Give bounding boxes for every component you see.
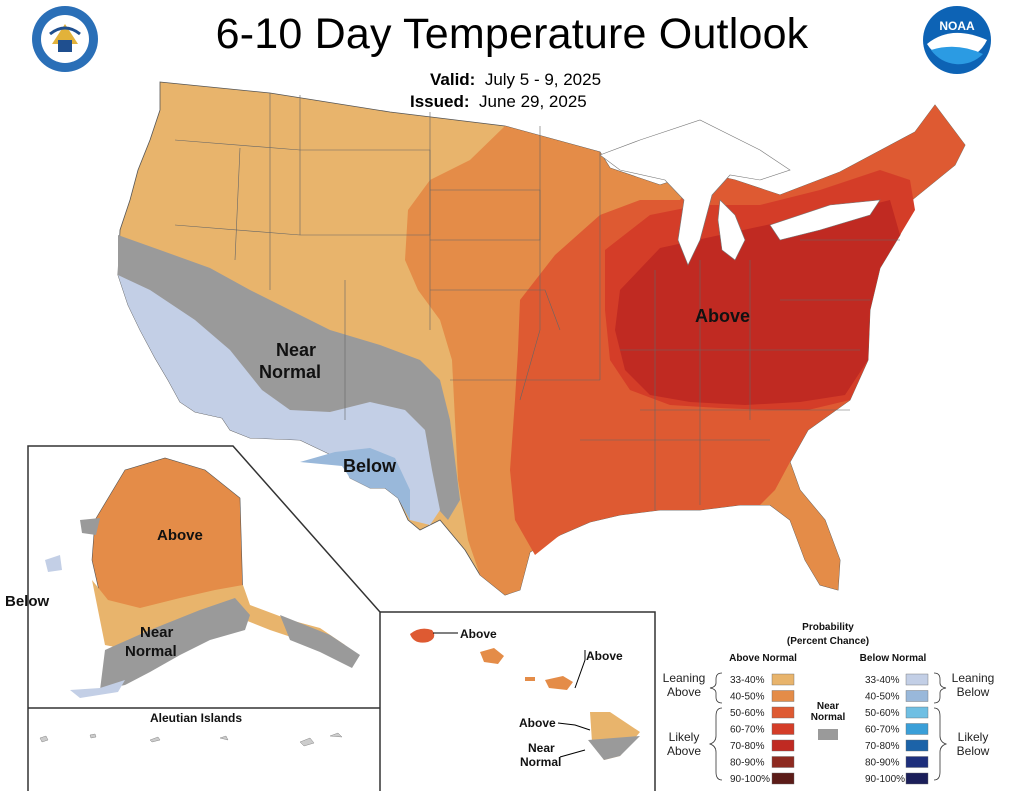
legend-below-swatch-5 <box>905 756 929 768</box>
noaa-logo: NOAA <box>923 6 991 74</box>
legend-above-swatch-5 <box>771 756 795 768</box>
legend-near-swatch <box>818 729 838 740</box>
alaska-region-near-normal <box>80 518 360 690</box>
hawaii-leader-lines <box>433 632 591 758</box>
label-conus-above: Above <box>695 306 750 326</box>
legend-below-swatch-2 <box>905 706 929 719</box>
hawaii-oahu <box>480 648 504 664</box>
label-conus-near-line1: Near <box>276 340 316 360</box>
hawaii-maui <box>525 676 573 690</box>
legend-below-header: Below Normal <box>860 653 927 664</box>
legend-above-swatch-4 <box>771 739 795 752</box>
label-aleutian-islands: Aleutian Islands <box>150 711 242 725</box>
issued-label: Issued: <box>410 92 470 111</box>
noaa-logo-text: NOAA <box>939 19 975 33</box>
conus-region-below-40-50 <box>300 448 410 520</box>
legend-above-swatch-0 <box>771 673 795 686</box>
legend-above-range-6: 90-100% <box>730 774 770 785</box>
legend-above-range-3: 60-70% <box>730 725 765 736</box>
conus-region-near-normal <box>118 235 460 520</box>
legend-below-swatch-0 <box>905 673 929 686</box>
label-hi-above-2: Above <box>586 649 623 663</box>
legend-below-range-1: 40-50% <box>865 692 900 703</box>
legend-leaning-below-line2: Below <box>957 685 990 699</box>
legend-below-swatch-6 <box>905 772 929 785</box>
state-boundaries <box>174 93 900 510</box>
legend-above-range-0: 33-40% <box>730 675 765 686</box>
valid-label: Valid: <box>430 70 476 89</box>
alaska-inset-frame <box>27 445 381 791</box>
label-ak-near-line2: Normal <box>125 643 177 660</box>
label-conus-below: Below <box>343 456 397 476</box>
legend-below-range-4: 70-80% <box>865 741 900 752</box>
legend-below-swatch-1 <box>905 690 929 702</box>
issued-value: June 29, 2025 <box>478 92 587 111</box>
legend-above-range-2: 50-60% <box>730 708 765 719</box>
legend-braces <box>708 672 948 781</box>
legend-below-range-6: 90-100% <box>865 774 905 785</box>
hawaii-kauai <box>410 628 435 643</box>
legend-likely-above-line2: Above <box>667 744 701 758</box>
hawaii-big-island-near <box>588 736 640 760</box>
legend-above-header: Above Normal <box>729 653 797 664</box>
hawaii-inset-frame <box>380 611 656 791</box>
legend-above-range-4: 70-80% <box>730 741 765 752</box>
legend-above-swatch-3 <box>771 723 795 735</box>
valid-dates: Valid: July 5 - 9, 2025 <box>430 70 601 90</box>
page-title: 6-10 Day Temperature Outlook <box>215 10 809 58</box>
legend-above-range-5: 80-90% <box>730 758 765 769</box>
legend-leaning-below-line1: Leaning <box>952 671 995 685</box>
label-hi-above-1: Above <box>460 627 497 641</box>
valid-value: July 5 - 9, 2025 <box>484 70 602 89</box>
legend-title-line2: (Percent Chance) <box>787 636 869 647</box>
legend-below-range-2: 50-60% <box>865 708 900 719</box>
legend-above-swatch-1 <box>771 690 795 702</box>
legend-likely-below-line2: Below <box>957 744 990 758</box>
issued-date: Issued: June 29, 2025 <box>410 92 587 112</box>
label-hi-above-3: Above <box>519 716 556 730</box>
legend-below-swatch-4 <box>905 739 929 752</box>
legend-leaning-above-line1: Leaning <box>663 671 706 685</box>
commerce-seal-logo <box>32 6 98 72</box>
legend-below-swatch-3 <box>905 723 929 735</box>
legend-title-line1: Probability <box>802 622 854 633</box>
legend-above-range-1: 40-50% <box>730 692 765 703</box>
alaska-region-below <box>45 555 125 698</box>
legend-above-swatch-2 <box>771 706 795 719</box>
legend-leaning-above-line2: Above <box>667 685 701 699</box>
legend-below-range-5: 80-90% <box>865 758 900 769</box>
label-ak-near-line1: Near <box>140 624 174 641</box>
legend-likely-above-line1: Likely <box>669 730 700 744</box>
legend-below-range-3: 60-70% <box>865 725 900 736</box>
legend-below-range-0: 33-40% <box>865 675 900 686</box>
label-ak-below: Below <box>5 593 50 610</box>
legend-above-swatch-6 <box>771 772 795 785</box>
legend-near-line2: Normal <box>811 712 846 723</box>
legend-near-line1: Near <box>817 701 839 712</box>
great-lakes <box>599 119 881 266</box>
legend: Probability (Percent Chance) Above Norma… <box>663 622 995 785</box>
aleutian-chain <box>39 732 343 747</box>
label-ak-above: Above <box>157 527 203 544</box>
label-conus-near-line2: Normal <box>259 362 321 382</box>
label-hi-near-line2: Normal <box>520 755 561 769</box>
label-hi-near-line1: Near <box>528 741 555 755</box>
legend-likely-below-line1: Likely <box>958 730 989 744</box>
